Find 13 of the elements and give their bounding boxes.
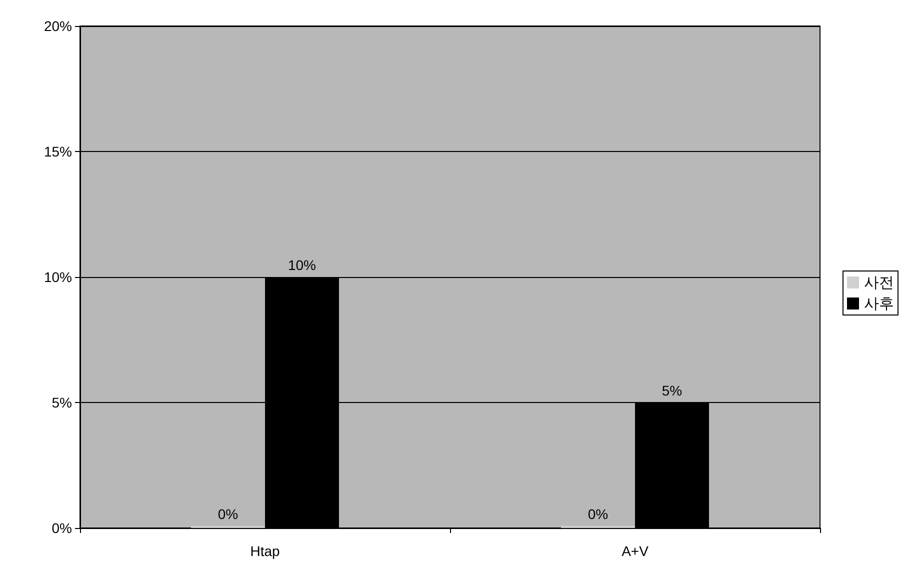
y-tick-label: 5% <box>52 394 72 410</box>
legend-label: 사전 <box>864 274 894 292</box>
data-label: 0% <box>218 506 238 522</box>
x-tick-label: Htap <box>250 543 280 559</box>
data-label: 5% <box>662 382 682 398</box>
y-tick-label: 10% <box>44 269 72 285</box>
data-label: 0% <box>588 506 608 522</box>
legend-label: 사후 <box>864 294 894 312</box>
y-tick-label: 20% <box>44 18 72 34</box>
data-label: 10% <box>288 257 316 273</box>
x-tick-label: A+V <box>622 543 650 559</box>
y-tick-label: 0% <box>52 520 72 536</box>
y-tick-label: 15% <box>44 144 72 160</box>
